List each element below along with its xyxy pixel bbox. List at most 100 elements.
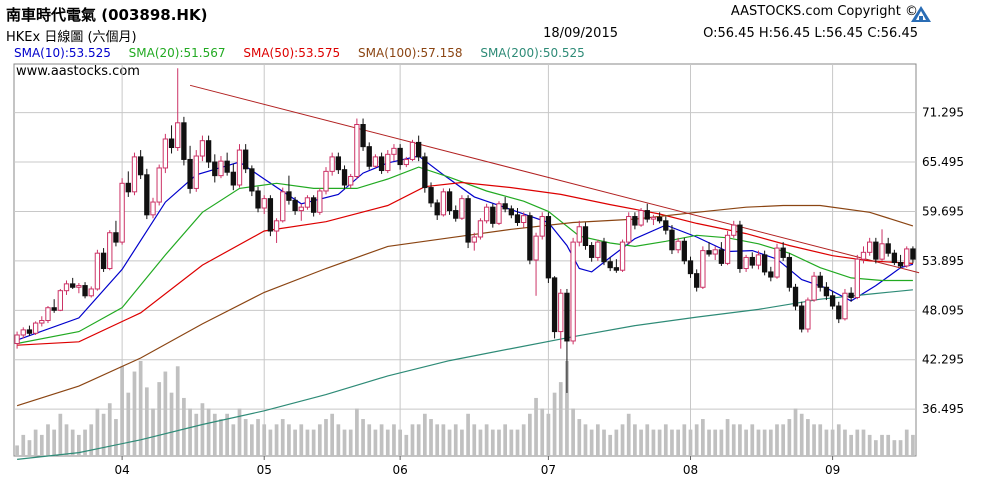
candle-down [465,198,471,243]
candle-down [527,215,533,261]
candle-down [255,190,261,209]
volume-bar [367,424,372,456]
candle-down [70,283,76,288]
volume-bar [435,424,440,456]
candle-down [366,146,372,167]
volume-bar [219,419,223,456]
trendline-resistance [189,84,920,274]
volume-bar [558,382,563,456]
candle-down [687,260,694,275]
volume-bar [268,429,273,456]
volume-bar [58,413,63,456]
volume-bar [169,392,174,456]
y-axis: 71.295 65.495 59.695 53.895 48.095 42.295 36.4… [922,106,964,417]
volume-bar [83,429,87,456]
volume-bar [194,413,199,456]
x-tick-label: 04 [114,463,129,477]
volume-bar [738,424,742,456]
candle-down [768,271,774,278]
volume-bar [311,429,316,456]
volume-bar [861,429,866,456]
volume-bar [484,424,489,456]
volume-bar [280,419,285,456]
sma10-label: SMA(10):53.525 [14,46,111,60]
volume-bar [175,366,180,456]
volume-bar [21,434,26,456]
candle-up [459,198,465,219]
volume-bar [682,424,687,456]
candle-up [323,170,329,192]
volume-bar [466,413,470,456]
candle-up [119,182,125,243]
candle-down [224,160,230,173]
candle-down [360,124,366,148]
volume-bar [46,424,50,456]
candle-down [249,168,255,192]
volume-bar [355,408,359,456]
candle-up [236,149,243,186]
candle-down [545,216,552,279]
y-tick-label: 53.895 [922,254,964,268]
candle-up [329,156,335,172]
volume-bar [824,429,829,456]
volume-bar [460,429,464,456]
sma-line-50 [17,181,913,346]
candle-up [477,220,484,238]
candle-down [490,206,496,224]
volume-bar [775,424,779,456]
volume-bar [849,434,853,456]
candle-up [483,206,490,222]
candle-up [107,232,113,270]
volume-bar [206,408,211,456]
candle-up [539,216,545,237]
volume-bar [768,429,773,456]
candlesticks [14,68,916,393]
volume-bar [182,397,186,456]
volume-bar [27,440,32,456]
candle-up [193,155,199,189]
chart-title: 南車時代電氣 (003898.HK) [6,6,208,24]
x-axis: 04 05 06 07 08 09 [114,456,840,477]
volume-bar [144,387,149,456]
candle-down [910,248,916,260]
volume-bar [231,424,236,456]
candle-down [397,147,403,166]
trendline [189,84,920,274]
candle-up [199,140,206,157]
volume-bar [639,429,643,456]
candle-up [261,198,267,209]
chart-subtitle: HKEx 日線圖 (六個月) [6,30,137,45]
sma-legend: SMA(10):53.525 SMA(20):51.567 SMA(50):53… [14,46,599,60]
candle-down [378,156,385,172]
volume-bar [114,419,118,456]
volume-bar [818,424,823,456]
volume-bar [416,424,421,456]
volume-bar [614,429,619,456]
volume-bar [762,429,767,456]
sma-line-200 [17,289,913,460]
x-tick-label: 08 [683,463,698,477]
volume-bar [324,419,328,456]
volume-bar [120,366,124,456]
y-tick-label: 71.295 [922,106,964,120]
x-tick-label: 06 [392,463,407,477]
candle-up [280,191,286,222]
candle-up [879,243,885,260]
volume-bar [287,424,291,456]
candle-up [731,224,737,236]
candle-down [292,199,298,212]
candle-up [403,158,409,166]
candle-down [82,285,88,297]
candle-down [656,216,663,222]
candle-down [792,286,799,307]
volume-bar [398,429,402,456]
candle-down [582,226,589,247]
candle-down [694,273,700,288]
sma50-label: SMA(50):53.575 [243,46,341,60]
candle-up [712,249,718,255]
candle-up [391,147,397,155]
volume-bar [503,424,508,456]
volume-bar [830,429,835,456]
candle-down [564,292,570,342]
